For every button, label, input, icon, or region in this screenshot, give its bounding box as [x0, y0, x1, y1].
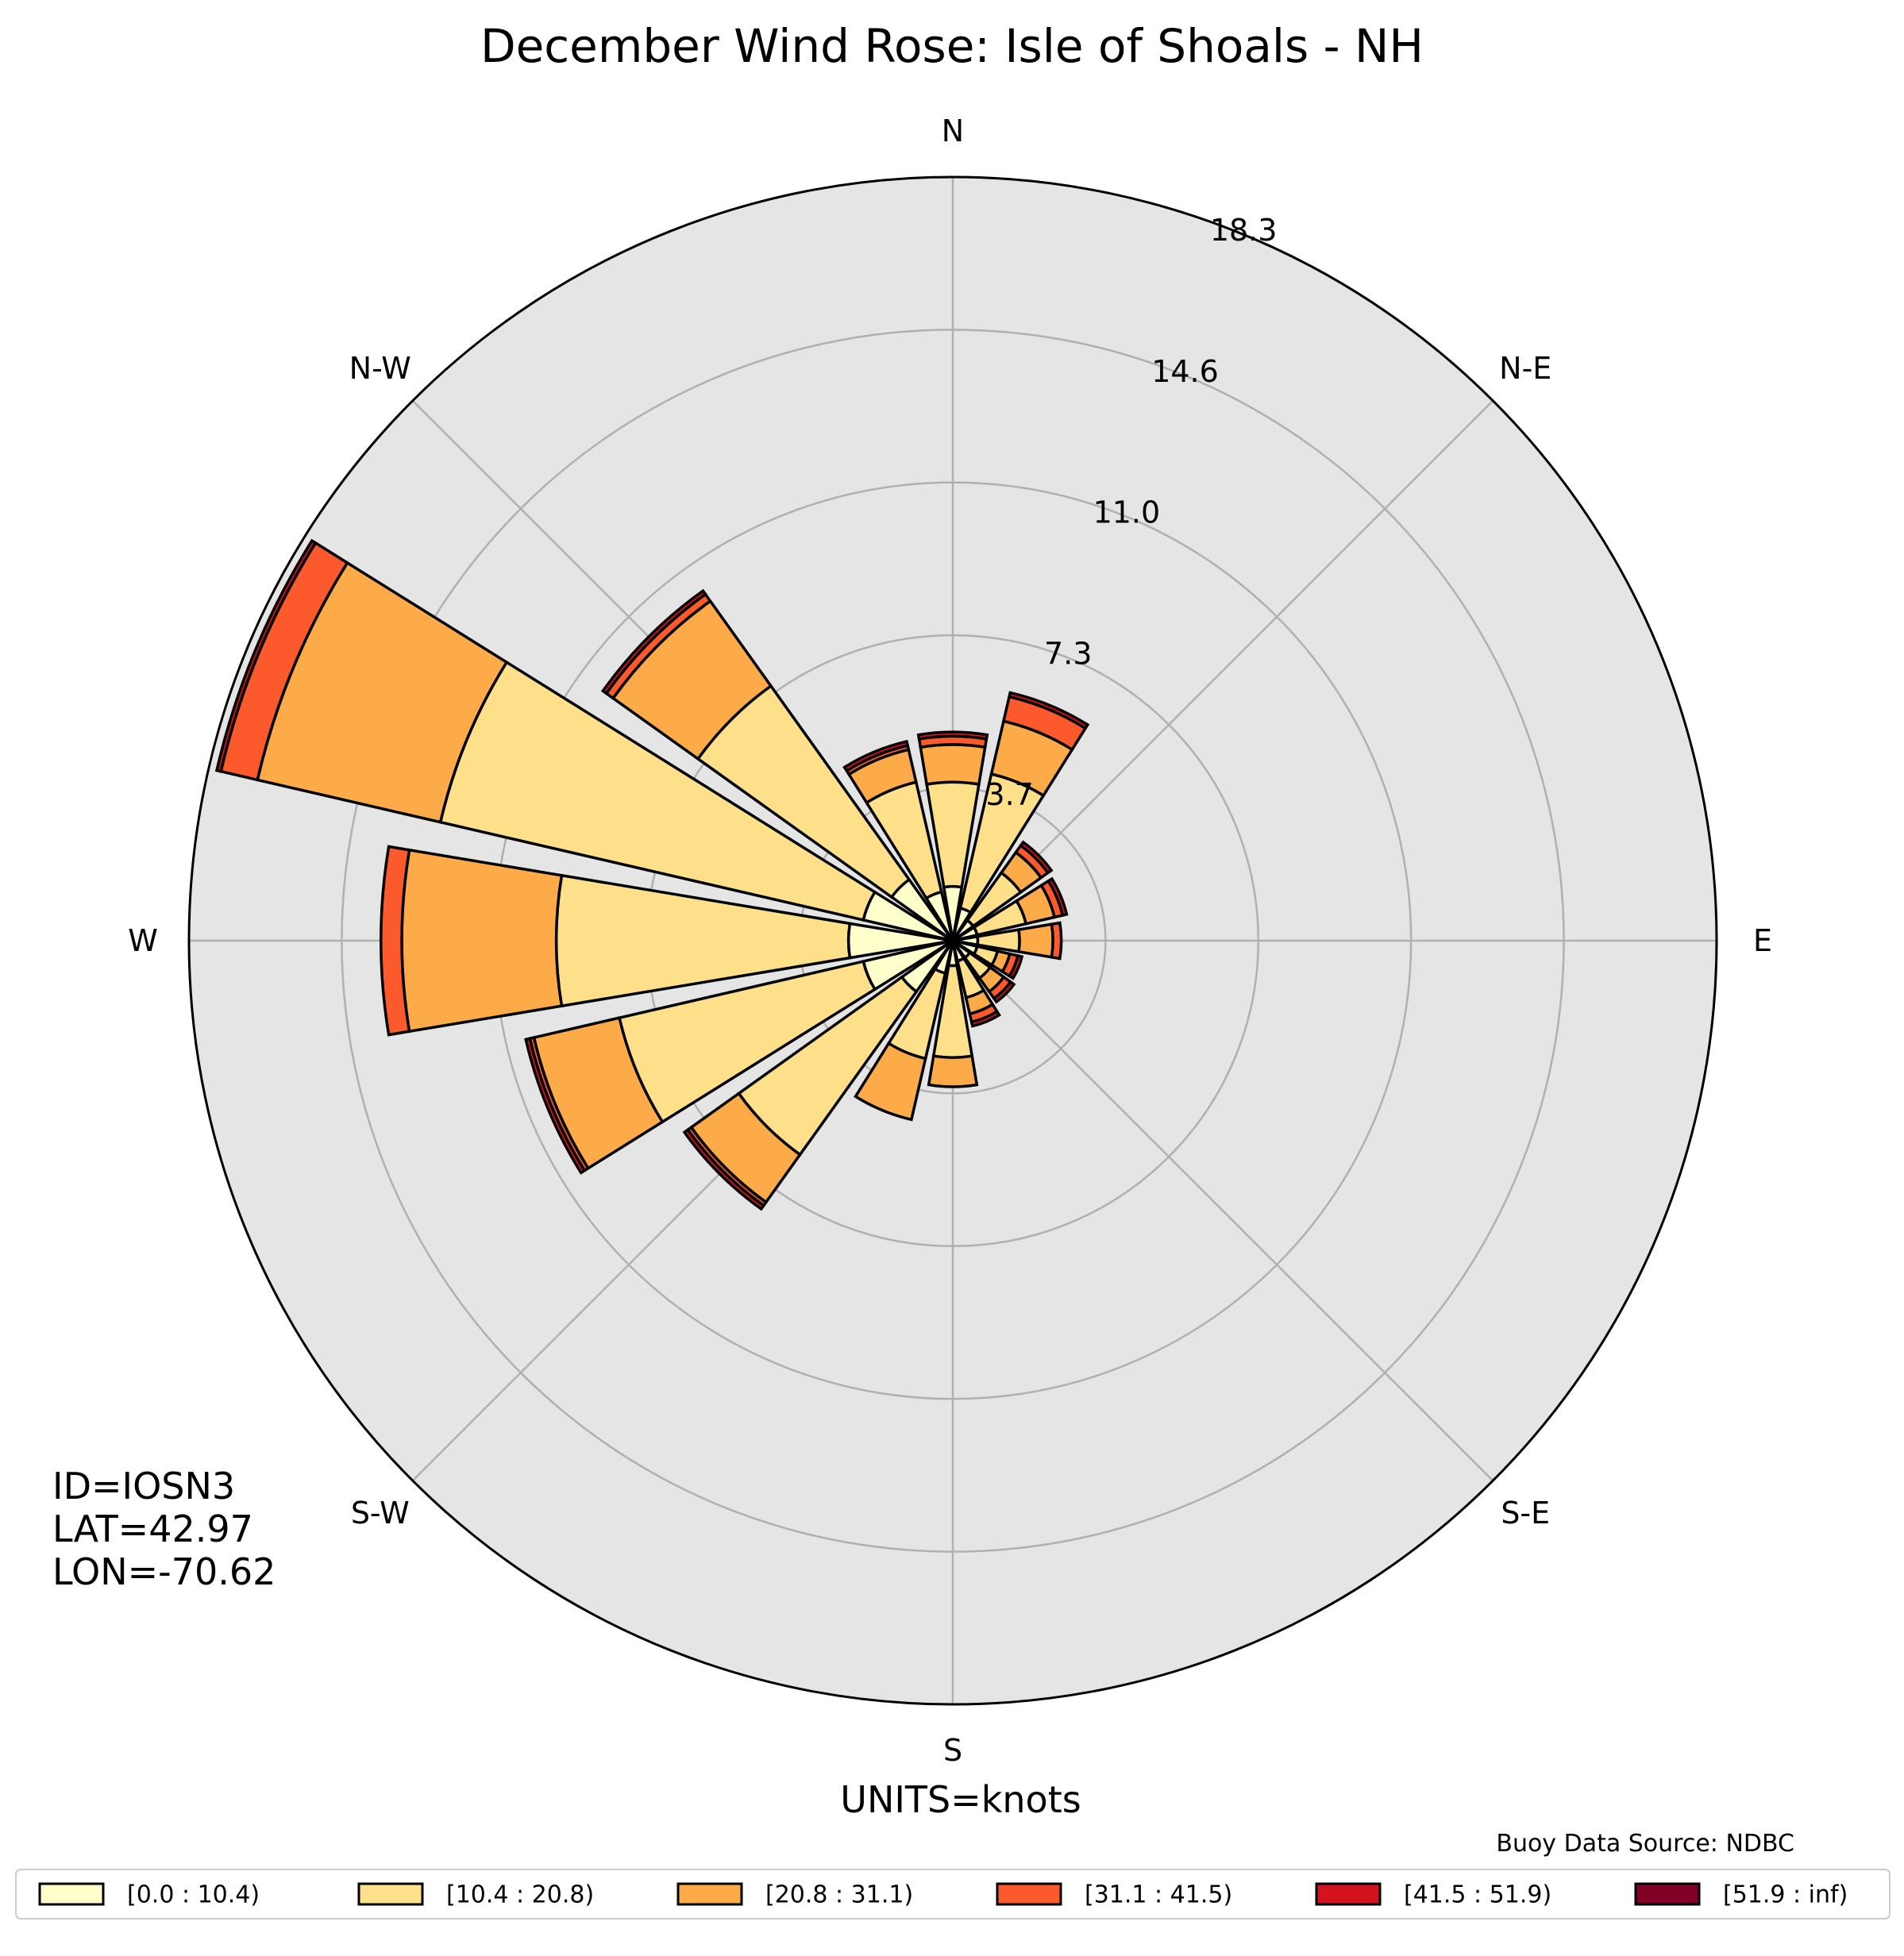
legend: [0.0 : 10.4) [10.4 : 20.8) [20.8 : 31.1) [3…	[15, 1869, 1891, 1919]
direction-11	[524, 939, 954, 1175]
direction-6	[951, 939, 1016, 1004]
direction-5	[952, 939, 1024, 980]
legend-item-1: [10.4 : 20.8)	[357, 1881, 594, 1909]
direction-13	[214, 538, 954, 942]
wind-bars	[214, 538, 1090, 1211]
legend-swatch-4	[1315, 1882, 1382, 1906]
direction-8	[927, 940, 979, 1088]
bar-segment-14-4	[600, 588, 707, 695]
legend-frame	[15, 1869, 1891, 1919]
compass-label-5: S-W	[351, 1496, 410, 1531]
direction-3	[952, 876, 1069, 942]
compass-label-0: N	[942, 114, 964, 148]
bar-segment-4-3	[1050, 921, 1063, 961]
station-id: ID=IOSN3	[52, 1465, 235, 1507]
bar-segment-12-2	[400, 848, 564, 1034]
direction-10	[682, 939, 954, 1211]
direction-7	[951, 940, 1001, 1028]
legend-label-1: [10.4 : 20.8)	[446, 1881, 594, 1909]
legend-item-4: [41.5 : 51.9)	[1315, 1881, 1551, 1909]
legend-item-2: [20.8 : 31.1)	[676, 1881, 913, 1909]
bar-segment-6-4	[992, 980, 1016, 1004]
legend-label-4: [41.5 : 51.9)	[1404, 1881, 1551, 1909]
chart-title: December Wind Rose: Isle of Shoals - NH	[480, 19, 1424, 73]
legend-swatch-3	[996, 1882, 1062, 1906]
station-info: ID=IOSN3 LAT=42.97 LON=-70.62	[52, 1465, 276, 1593]
bar-segment-2-4	[1019, 840, 1054, 875]
bar-segment-10-4	[682, 1127, 766, 1211]
legend-swatch-2	[676, 1882, 743, 1906]
bar-segment-15-4	[842, 739, 910, 773]
units-label: UNITS=knots	[840, 1778, 1081, 1821]
direction-12	[380, 845, 954, 1037]
compass-labels: N N-E E S-E S S-W W N-W	[128, 114, 1772, 1768]
bar-segment-5-4	[1007, 953, 1024, 980]
bar-segment-4-2	[1016, 922, 1054, 959]
radial-tick-labels: 3.7 7.3 11.0 14.6 18.3	[985, 213, 1277, 812]
polar-plot: N N-E E S-E S S-W W N-W 3.7 7.3 11.0 14.6 18.3	[128, 114, 1772, 1768]
legend-swatch-1	[357, 1882, 424, 1906]
compass-label-1: N-E	[1499, 351, 1551, 386]
station-lat: LAT=42.97	[52, 1507, 253, 1550]
radial-tick-1: 7.3	[1044, 636, 1092, 671]
legend-label-2: [20.8 : 31.1)	[765, 1881, 913, 1909]
legend-label-5: [51.9 : inf)	[1723, 1881, 1848, 1909]
bar-segment-8-2	[927, 1054, 979, 1088]
bar-segment-9-2	[854, 1041, 927, 1122]
bar-segment-0-2	[919, 743, 987, 786]
radial-tick-2: 11.0	[1093, 495, 1161, 530]
direction-0	[916, 730, 989, 941]
polar-frame	[187, 175, 1718, 1706]
radial-tick-3: 14.6	[1151, 354, 1219, 389]
direction-1	[951, 691, 1090, 941]
compass-label-2: E	[1753, 923, 1772, 958]
bar-segment-11-4	[524, 1037, 587, 1175]
legend-item-3: [31.1 : 41.5)	[996, 1881, 1232, 1909]
legend-swatch-0	[38, 1882, 105, 1906]
direction-9	[854, 940, 954, 1122]
bar-segment-1-4	[1007, 691, 1090, 730]
legend-item-5: [51.9 : inf)	[1634, 1881, 1848, 1909]
grid-spoke-1	[952, 399, 1494, 941]
bar-segment-7-4	[969, 1009, 1001, 1028]
compass-label-4: S	[943, 1733, 962, 1768]
direction-14	[600, 588, 954, 942]
station-lon: LON=-70.62	[52, 1550, 276, 1593]
compass-label-3: S-E	[1501, 1496, 1550, 1531]
legend-label-3: [31.1 : 41.5)	[1085, 1881, 1232, 1909]
direction-4	[952, 921, 1063, 961]
direction-2	[951, 840, 1054, 942]
bar-segment-12-3	[380, 845, 411, 1037]
data-source-label: Buoy Data Source: NDBC	[1496, 1830, 1794, 1858]
compass-label-6: W	[128, 923, 158, 958]
radial-tick-4: 18.3	[1210, 213, 1278, 248]
legend-swatch-5	[1634, 1882, 1701, 1906]
bar-segment-3-4	[1046, 876, 1069, 918]
radial-tick-0: 3.7	[985, 777, 1033, 812]
legend-label-0: [0.0 : 10.4)	[127, 1881, 260, 1909]
bar-segment-0-4	[916, 730, 989, 741]
bar-segment-13-4	[214, 538, 318, 773]
grid-spoke-3	[952, 940, 1494, 1482]
legend-item-0: [0.0 : 10.4)	[38, 1881, 260, 1909]
direction-15	[842, 739, 954, 941]
compass-label-7: N-W	[349, 351, 411, 386]
